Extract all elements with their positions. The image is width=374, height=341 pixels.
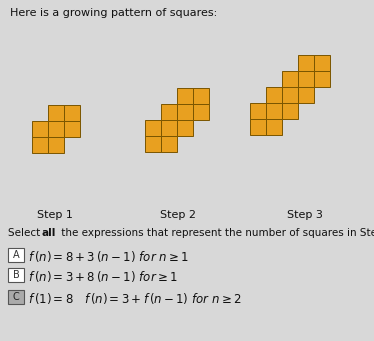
Bar [314, 71, 330, 87]
Bar [161, 120, 177, 136]
Bar [32, 121, 48, 137]
Bar [177, 104, 193, 120]
Bar [177, 88, 193, 104]
Bar [250, 119, 266, 135]
Bar [8, 290, 24, 304]
Bar [282, 71, 298, 87]
Bar [298, 55, 314, 71]
Bar [145, 120, 161, 136]
Text: A: A [13, 250, 19, 260]
Bar [193, 104, 209, 120]
Bar [64, 105, 80, 121]
Bar [48, 121, 64, 137]
Bar [298, 87, 314, 103]
Text: $f\,(1) = 8\quad f\,(n) = 3 + f\,(n-1)\ \mathit{for}\ n \geq 2$: $f\,(1) = 8\quad f\,(n) = 3 + f\,(n-1)\ … [28, 291, 242, 306]
Text: Here is a growing pattern of squares:: Here is a growing pattern of squares: [10, 8, 217, 18]
Bar [161, 136, 177, 152]
Bar [250, 103, 266, 119]
Bar [177, 120, 193, 136]
Bar [266, 87, 282, 103]
Bar [266, 103, 282, 119]
Text: Step 1: Step 1 [37, 210, 73, 220]
Bar [314, 55, 330, 71]
Bar [8, 268, 24, 282]
Bar [266, 119, 282, 135]
Bar [48, 105, 64, 121]
Text: $f\,(n) = 8 + 3\,(n-1)\ \mathit{for}\ n \geq 1$: $f\,(n) = 8 + 3\,(n-1)\ \mathit{for}\ n … [28, 249, 189, 264]
Bar [8, 248, 24, 262]
Text: B: B [13, 270, 19, 280]
Text: Step 2: Step 2 [160, 210, 196, 220]
Bar [64, 121, 80, 137]
Bar [32, 137, 48, 153]
Bar [161, 104, 177, 120]
Bar [282, 87, 298, 103]
Text: Select: Select [8, 228, 43, 238]
Text: C: C [13, 292, 19, 302]
Bar [298, 71, 314, 87]
Text: $f\,(n) = 3 + 8\,(n-1)\ \mathit{for} \geq 1$: $f\,(n) = 3 + 8\,(n-1)\ \mathit{for} \ge… [28, 269, 178, 284]
Bar [145, 136, 161, 152]
Bar [282, 103, 298, 119]
Text: Step 3: Step 3 [287, 210, 323, 220]
Text: all: all [42, 228, 56, 238]
Bar [48, 137, 64, 153]
Text: the expressions that represent the number of squares in Step n: the expressions that represent the numbe… [58, 228, 374, 238]
Bar [193, 88, 209, 104]
